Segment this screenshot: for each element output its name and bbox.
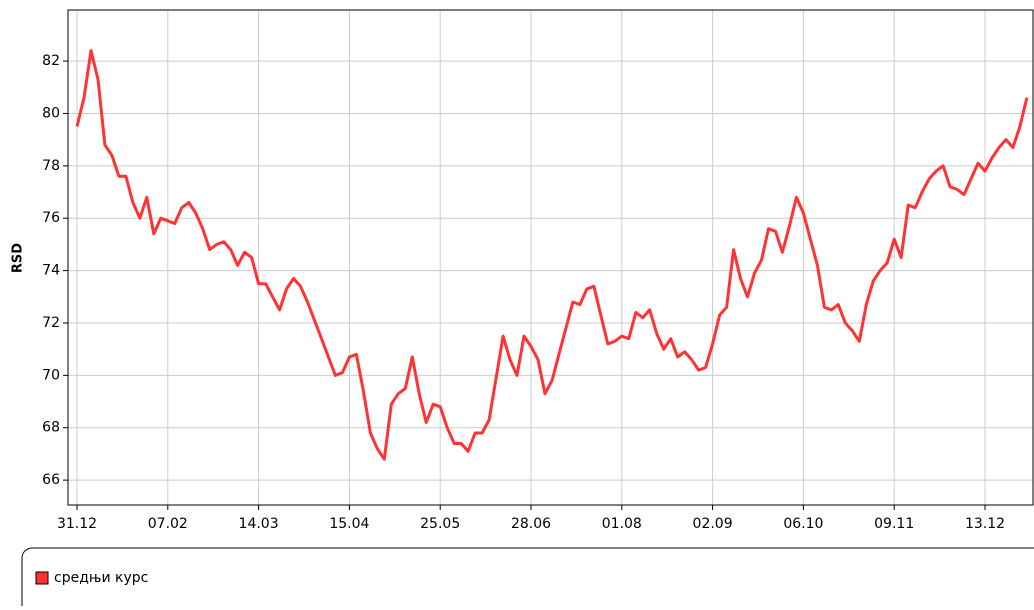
y-axis-label: RSD xyxy=(11,243,26,273)
x-tick-label: 25.05 xyxy=(420,516,460,532)
y-tick-label: 72 xyxy=(42,315,60,331)
legend-label: средњи курс xyxy=(54,570,148,586)
x-tick-label: 01.08 xyxy=(602,516,642,532)
plot-frame xyxy=(67,9,1034,506)
y-tick-label: 70 xyxy=(42,367,60,383)
x-tick-label: 13.12 xyxy=(965,516,1005,532)
data-line xyxy=(75,49,1029,461)
x-tick-label: 09.11 xyxy=(874,516,914,532)
x-tick-label: 15.04 xyxy=(329,516,369,532)
y-tick-label: 78 xyxy=(42,158,60,174)
x-tick-label: 07.02 xyxy=(148,516,188,532)
x-tick-label: 06.10 xyxy=(783,516,823,532)
y-tick-label: 74 xyxy=(42,263,60,279)
plot-area xyxy=(67,9,1034,506)
y-tick-label: 76 xyxy=(42,210,60,226)
legend-box xyxy=(21,547,1034,610)
legend-swatch xyxy=(35,571,49,585)
y-tick-label: 80 xyxy=(42,105,60,121)
x-tick-label: 28.06 xyxy=(511,516,551,532)
y-tick-label: 82 xyxy=(42,53,60,69)
y-tick-label: 66 xyxy=(42,472,60,488)
x-tick-label: 14.03 xyxy=(239,516,279,532)
x-tick-label: 02.09 xyxy=(693,516,733,532)
y-tick-label: 68 xyxy=(42,420,60,436)
x-tick-label: 31.12 xyxy=(57,516,97,532)
